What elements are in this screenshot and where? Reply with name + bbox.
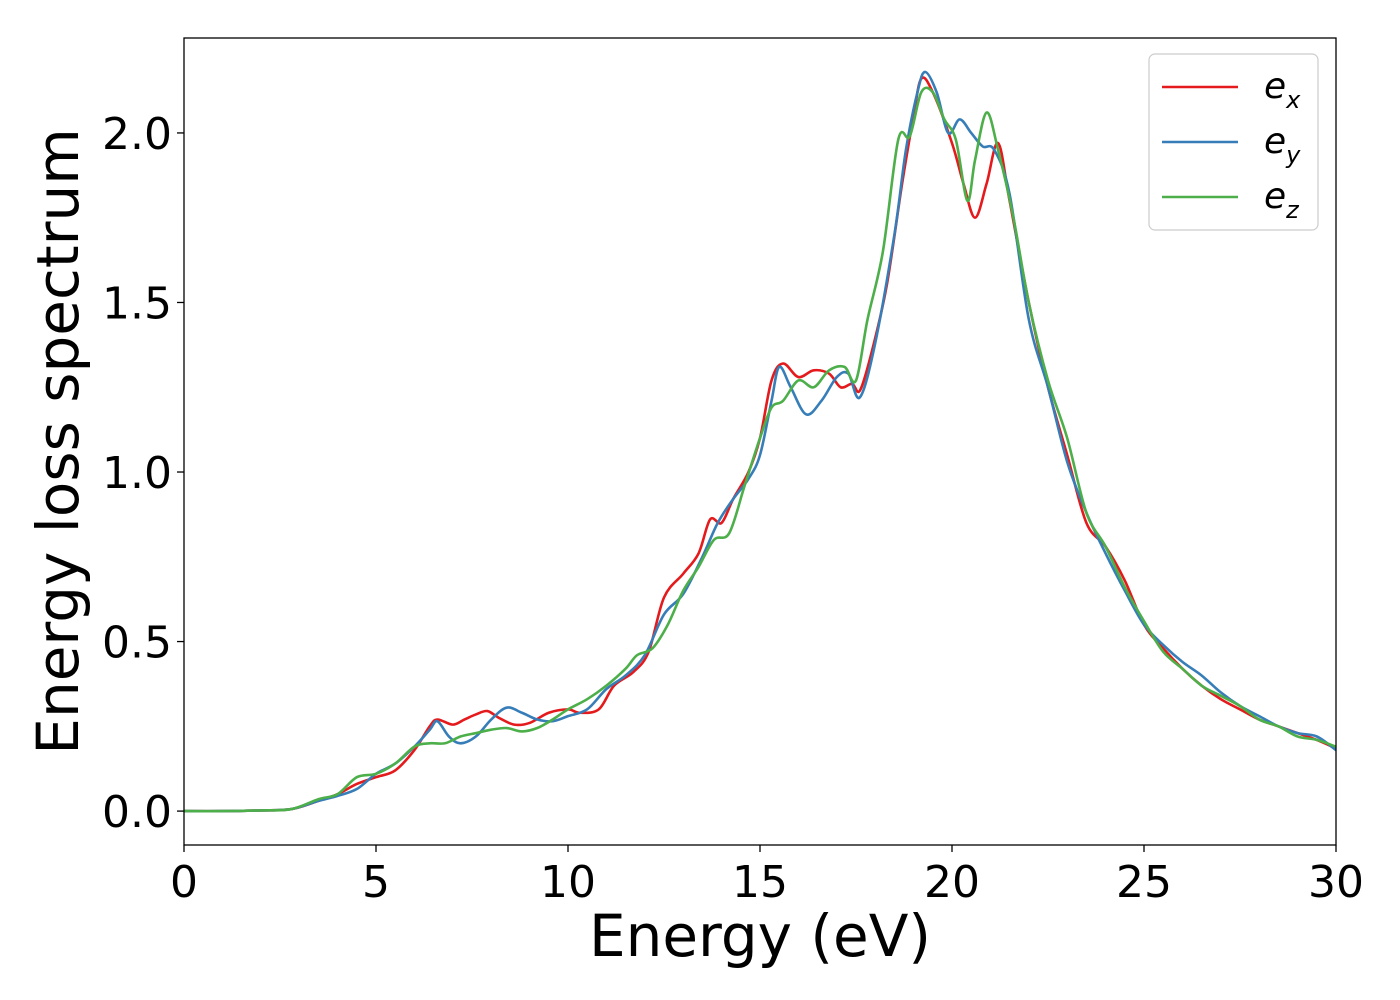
- legend-label-x: ex: [1264, 66, 1301, 114]
- x-tick-label: 15: [732, 857, 788, 908]
- series-line-z: [184, 86, 1336, 813]
- x-tick-label: 5: [362, 857, 390, 908]
- x-tick-label: 0: [170, 857, 198, 908]
- y-tick-label: 1.5: [102, 278, 172, 329]
- legend: ex ey ez: [1148, 53, 1319, 231]
- y-tick-label: 0.5: [102, 618, 172, 669]
- x-axis: 0 5 10 15 20 25 30: [170, 845, 1364, 908]
- y-tick-label: 0.0: [102, 787, 172, 838]
- series-line-y: [184, 70, 1336, 813]
- x-tick-label: 25: [1116, 857, 1172, 908]
- x-tick-label: 10: [540, 857, 596, 908]
- series-layer: [184, 70, 1336, 813]
- x-axis-title: Energy (eV): [589, 902, 931, 970]
- y-tick-label: 1.0: [102, 448, 172, 499]
- y-tick-label: 2.0: [102, 109, 172, 160]
- x-tick-label: 20: [924, 857, 980, 908]
- legend-label-y: ey: [1264, 121, 1301, 169]
- legend-label-z: ez: [1264, 176, 1300, 224]
- x-tick-label: 30: [1308, 857, 1364, 908]
- y-axis: 0.0 0.5 1.0 1.5 2.0: [102, 109, 184, 838]
- y-axis-title: Energy loss spectrum: [24, 128, 92, 754]
